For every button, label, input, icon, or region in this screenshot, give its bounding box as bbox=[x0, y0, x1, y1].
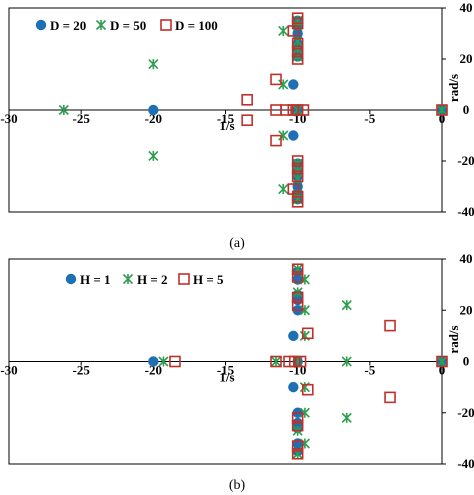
data-point bbox=[270, 73, 282, 86]
panel-caption: (b) bbox=[229, 478, 246, 493]
legend-label: D = 100 bbox=[175, 18, 218, 33]
data-point bbox=[288, 381, 299, 393]
data-point bbox=[270, 134, 282, 147]
y-tick-label: 20 bbox=[460, 302, 473, 317]
legend-marker bbox=[95, 19, 107, 31]
data-point bbox=[384, 319, 396, 332]
x-tick-label: -30 bbox=[0, 363, 17, 378]
series-3 bbox=[241, 12, 448, 208]
data-point bbox=[291, 447, 304, 460]
data-point bbox=[270, 356, 282, 367]
data-point bbox=[291, 17, 304, 30]
legend-label: D = 50 bbox=[110, 18, 146, 33]
data-point bbox=[436, 355, 448, 368]
data-point bbox=[291, 299, 304, 311]
data-point bbox=[291, 291, 304, 304]
data-point bbox=[148, 356, 159, 367]
data-point bbox=[436, 104, 448, 116]
y-tick-label: 40 bbox=[460, 0, 473, 15]
data-point bbox=[291, 196, 304, 208]
y-tick-label: 40 bbox=[460, 251, 473, 266]
data-point bbox=[291, 263, 304, 276]
x-tick-label: -25 bbox=[72, 111, 90, 126]
data-point bbox=[301, 383, 314, 396]
x-tick-label: -5 bbox=[364, 111, 375, 126]
data-point bbox=[288, 79, 299, 90]
x-tick-label: -20 bbox=[145, 363, 162, 378]
y-tick-label: 0 bbox=[463, 102, 470, 117]
legend-label: H = 2 bbox=[137, 272, 168, 287]
data-point bbox=[148, 104, 159, 116]
data-point bbox=[297, 104, 310, 116]
data-point bbox=[288, 330, 299, 342]
data-point bbox=[341, 300, 352, 311]
data-point bbox=[436, 356, 448, 367]
panel-caption: (a) bbox=[229, 236, 245, 251]
legend-marker bbox=[35, 19, 47, 31]
legend: D = 20 D = 50 D = 100 bbox=[35, 18, 218, 33]
data-point bbox=[241, 114, 253, 126]
x-tick-label: 0 bbox=[439, 111, 446, 126]
data-point bbox=[58, 104, 69, 116]
data-point bbox=[291, 162, 304, 175]
x-tick-label: -15 bbox=[217, 363, 235, 378]
y-axis-label: rad/s bbox=[446, 325, 461, 353]
data-point bbox=[291, 53, 304, 65]
legend-marker bbox=[65, 273, 77, 285]
data-point bbox=[280, 104, 292, 116]
data-point bbox=[241, 94, 253, 106]
data-point bbox=[291, 155, 304, 167]
data-point bbox=[169, 355, 181, 368]
data-point bbox=[291, 45, 304, 58]
data-point bbox=[278, 25, 289, 37]
data-point bbox=[270, 355, 282, 368]
y-tick-label: -20 bbox=[457, 153, 474, 168]
legend-label: D = 20 bbox=[50, 18, 86, 33]
legend-marker bbox=[160, 19, 172, 31]
data-point bbox=[294, 355, 307, 368]
data-point bbox=[299, 382, 310, 393]
data-point bbox=[291, 271, 304, 283]
data-point bbox=[341, 356, 352, 367]
data-point bbox=[148, 150, 159, 161]
x-tick-label: -25 bbox=[72, 363, 90, 378]
series-3 bbox=[169, 263, 448, 460]
y-tick-label: -40 bbox=[457, 456, 474, 471]
series-2 bbox=[158, 264, 448, 459]
x-tick-label: -15 bbox=[217, 111, 235, 126]
x-axis-label: 1/s bbox=[219, 118, 234, 133]
data-point bbox=[291, 170, 304, 183]
data-point bbox=[384, 391, 396, 404]
data-point bbox=[436, 104, 448, 116]
data-point bbox=[301, 327, 314, 340]
y-tick-label: -40 bbox=[457, 204, 474, 219]
x-tick-label: -5 bbox=[364, 363, 375, 378]
y-axis-label: rad/s bbox=[446, 74, 461, 102]
y-tick-label: 20 bbox=[460, 51, 473, 66]
data-point bbox=[148, 59, 159, 70]
data-point bbox=[299, 330, 310, 341]
y-tick-label: -20 bbox=[457, 405, 474, 420]
x-tick-label: 0 bbox=[439, 363, 446, 378]
data-point bbox=[291, 440, 304, 452]
legend-marker bbox=[178, 273, 190, 285]
data-point bbox=[291, 412, 304, 424]
x-tick-label: -30 bbox=[0, 111, 17, 126]
legend-label: H = 1 bbox=[80, 272, 111, 287]
x-tick-label: -20 bbox=[145, 111, 162, 126]
y-tick-label: 0 bbox=[463, 354, 470, 369]
data-point bbox=[291, 419, 304, 432]
data-point bbox=[288, 130, 299, 141]
data-point bbox=[278, 183, 289, 195]
legend-label: H = 5 bbox=[193, 272, 224, 287]
data-point bbox=[341, 412, 352, 423]
legend: H = 1 H = 2 H = 5 bbox=[65, 272, 224, 287]
data-point bbox=[291, 37, 304, 50]
legend-marker bbox=[122, 273, 134, 285]
data-point bbox=[158, 356, 169, 367]
x-axis-label: 1/s bbox=[219, 370, 234, 385]
